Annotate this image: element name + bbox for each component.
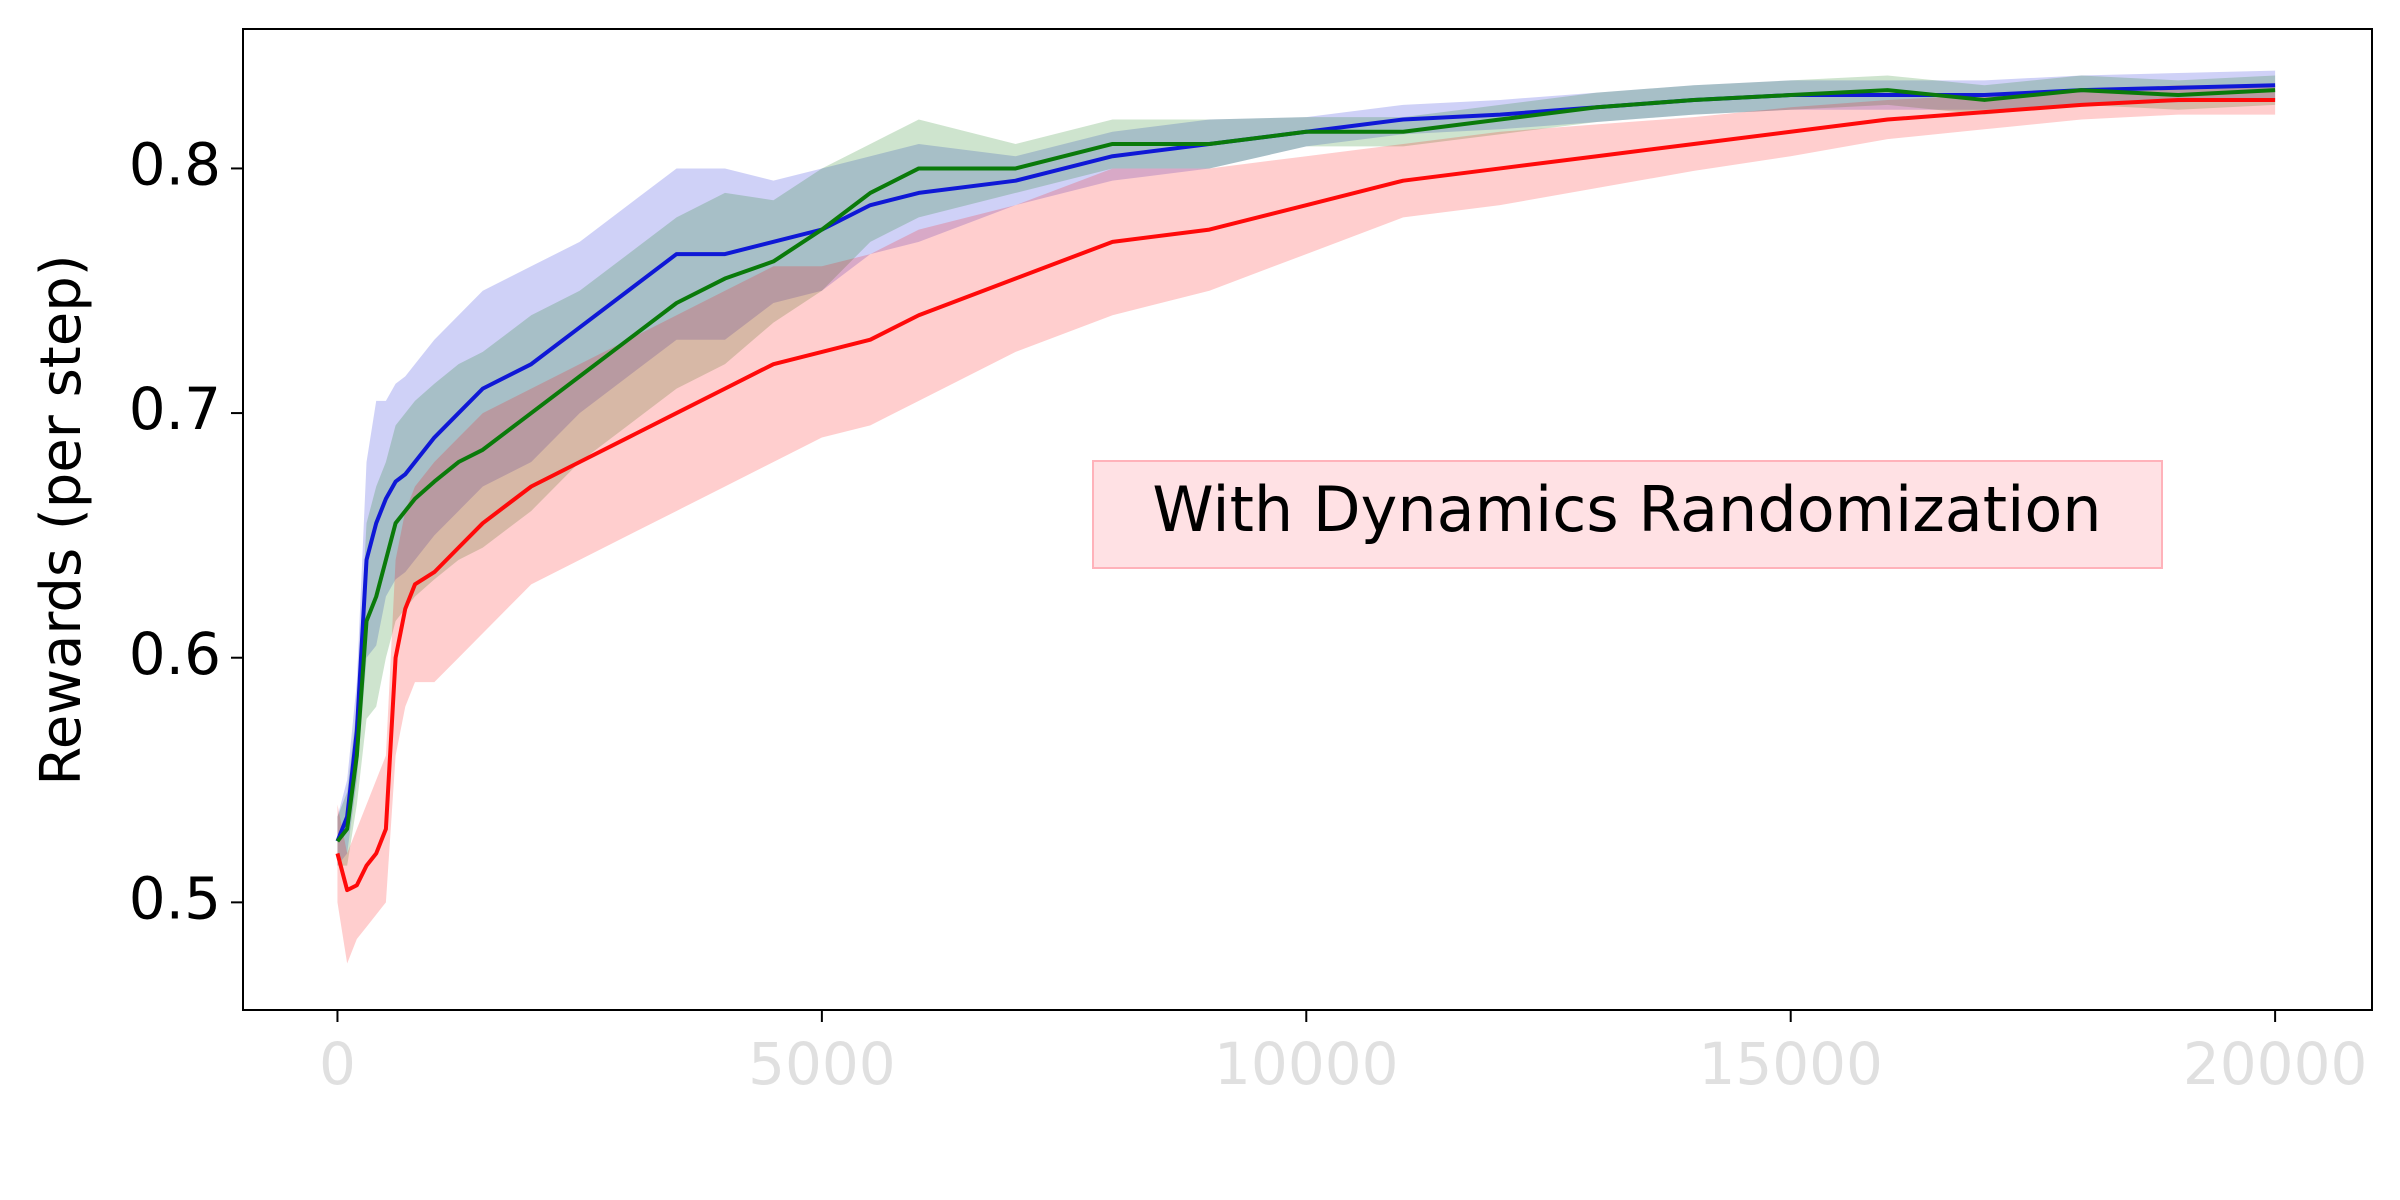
annotation-box (1092, 460, 2163, 569)
x-tick-label: 0 (319, 1030, 356, 1098)
confidence-band (337, 75, 2276, 866)
plot-frame (242, 28, 2373, 1011)
x-tick-label: 10000 (1214, 1030, 1399, 1098)
x-tick-label: 15000 (1698, 1030, 1883, 1098)
y-tick-label: 0.8 (129, 131, 221, 199)
x-tick-label: 5000 (748, 1030, 896, 1098)
confidence-band (337, 85, 2276, 964)
y-tick-label: 0.5 (129, 864, 221, 932)
confidence-band (337, 70, 2276, 866)
series-line (335, 97, 2276, 893)
series-line (335, 88, 2276, 843)
x-tick-label: 20000 (2183, 1030, 2368, 1098)
y-tick-label: 0.7 (129, 375, 221, 443)
y-axis-label: Rewards (per step) (29, 254, 94, 785)
annotation: With Dynamics Randomization (1152, 473, 2101, 546)
y-tick-label: 0.6 (129, 620, 221, 688)
